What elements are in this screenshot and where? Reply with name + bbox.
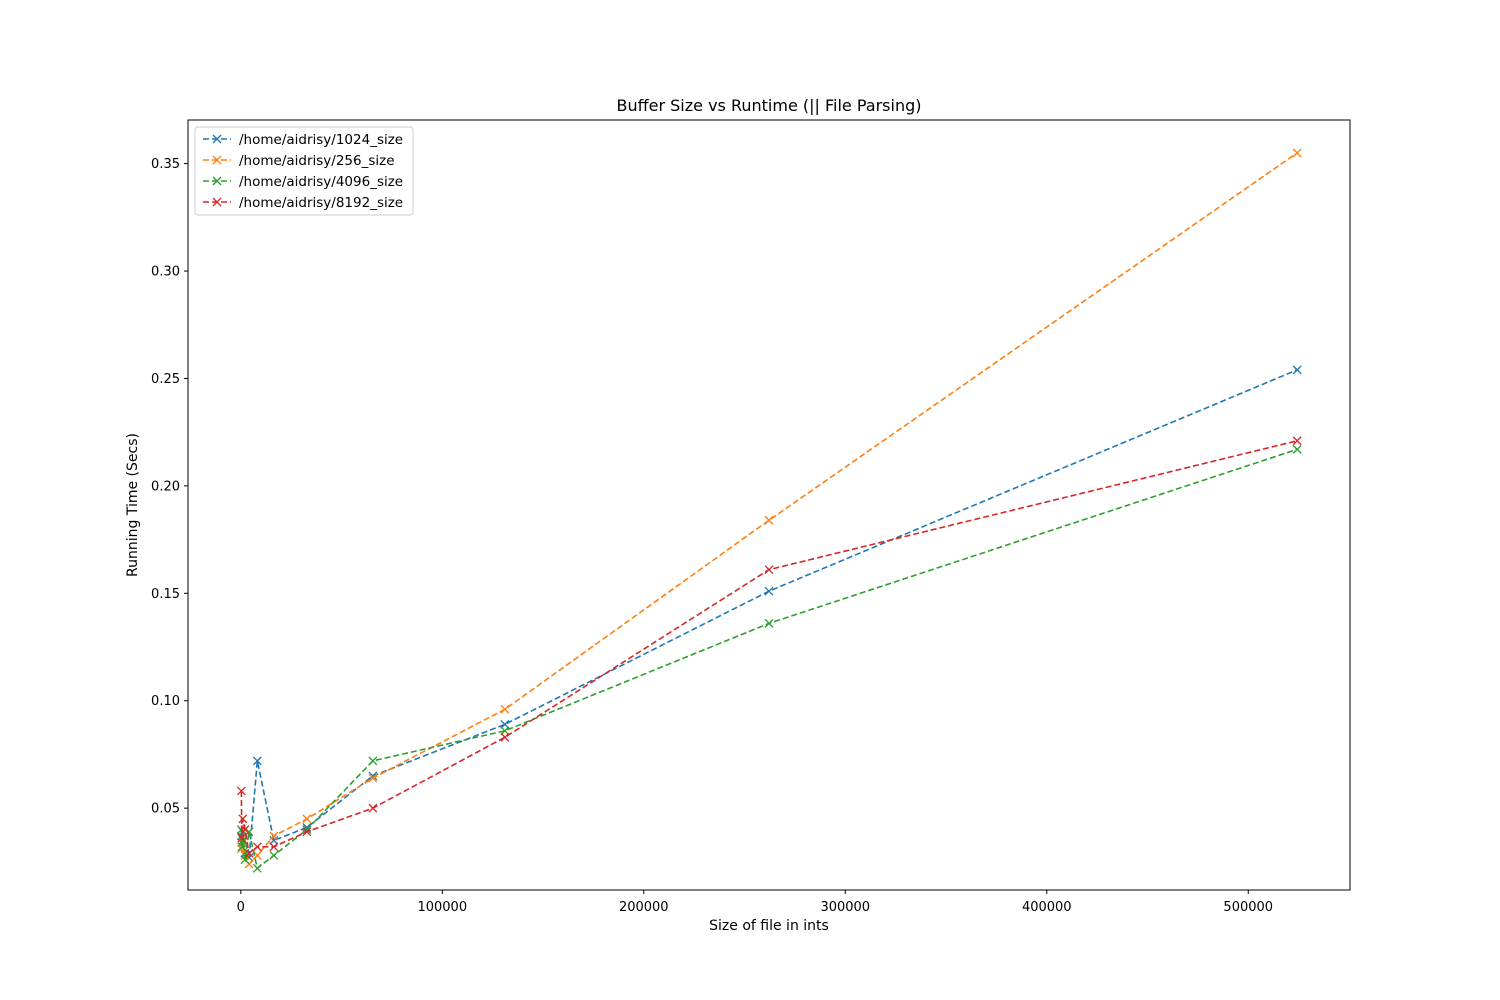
chart-title: Buffer Size vs Runtime (|| File Parsing) xyxy=(617,96,922,115)
axes-frame xyxy=(187,119,1351,891)
y-tick-label: 0.25 xyxy=(151,372,180,387)
data-point-marker xyxy=(269,842,279,852)
y-tick-label: 0.10 xyxy=(151,694,180,709)
data-point-marker xyxy=(252,850,262,860)
data-point-marker xyxy=(764,618,774,628)
legend-box xyxy=(194,126,414,216)
data-point-marker xyxy=(252,863,262,873)
legend-entry: /home/aidrisy/4096_size xyxy=(203,174,403,190)
data-point-marker xyxy=(252,842,262,852)
data-point-marker xyxy=(238,814,248,824)
data-point-marker xyxy=(500,726,510,736)
x-tick-label: 0 xyxy=(237,900,245,915)
y-tick-label: 0.35 xyxy=(151,157,180,172)
y-tick-label: 0.15 xyxy=(151,587,180,602)
data-point-marker xyxy=(368,771,378,781)
data-point-marker xyxy=(240,855,250,865)
legend-label: /home/aidrisy/256_size xyxy=(239,153,395,169)
y-tick-label: 0.05 xyxy=(151,802,180,817)
legend-entry: /home/aidrisy/8192_size xyxy=(203,195,403,211)
data-point-marker xyxy=(1292,365,1302,375)
x-axis-label: Size of file in ints xyxy=(709,918,829,934)
series-3 xyxy=(236,444,1302,873)
data-point-marker xyxy=(500,732,510,742)
data-point-marker xyxy=(252,756,262,766)
data-point-marker xyxy=(500,719,510,729)
y-axis-label: Running Time (Secs) xyxy=(125,433,141,577)
data-point-marker xyxy=(302,814,312,824)
series-line xyxy=(240,369,1298,860)
data-point-marker xyxy=(302,827,312,837)
x-tick-label: 200000 xyxy=(619,900,669,915)
data-point-marker xyxy=(764,515,774,525)
y-tick-label: 0.20 xyxy=(151,479,180,494)
data-point-marker xyxy=(764,586,774,596)
x-tick-label: 500000 xyxy=(1223,900,1273,915)
data-point-marker xyxy=(1292,436,1302,446)
legend-entry: /home/aidrisy/256_size xyxy=(203,153,395,169)
legend-label: /home/aidrisy/4096_size xyxy=(239,174,403,190)
x-tick-label: 400000 xyxy=(1022,900,1072,915)
x-tick-label: 300000 xyxy=(820,900,870,915)
data-point-marker xyxy=(1292,148,1302,158)
plot-area xyxy=(236,148,1302,873)
data-point-marker xyxy=(237,833,247,843)
data-point-marker xyxy=(500,704,510,714)
data-point-marker xyxy=(236,786,246,796)
legend-label: /home/aidrisy/1024_size xyxy=(239,132,403,148)
legend-marker xyxy=(212,155,222,165)
data-point-marker xyxy=(269,835,279,845)
data-point-marker xyxy=(368,756,378,766)
data-point-marker xyxy=(368,773,378,783)
axes: 0 100000 200000 300000 400000 500000 0.05 0.10 0… xyxy=(151,119,1351,915)
data-point-marker xyxy=(269,850,279,860)
y-tick-label: 0.30 xyxy=(151,265,180,280)
legend-label: /home/aidrisy/8192_size xyxy=(239,195,403,211)
x-tick-label: 100000 xyxy=(417,900,467,915)
legend-marker xyxy=(212,134,222,144)
data-point-marker xyxy=(240,825,250,835)
data-point-marker xyxy=(764,565,774,575)
legend-marker xyxy=(212,176,222,186)
legend-entry: /home/aidrisy/1024_size xyxy=(203,132,403,148)
data-point-marker xyxy=(269,831,279,841)
series-4 xyxy=(236,436,1302,858)
legend: /home/aidrisy/1024_size/home/aidrisy/256… xyxy=(194,126,414,216)
data-point-marker xyxy=(368,803,378,813)
data-point-marker xyxy=(244,848,254,858)
series-line xyxy=(240,439,1298,855)
legend-marker xyxy=(212,197,222,207)
data-point-marker xyxy=(1292,444,1302,454)
